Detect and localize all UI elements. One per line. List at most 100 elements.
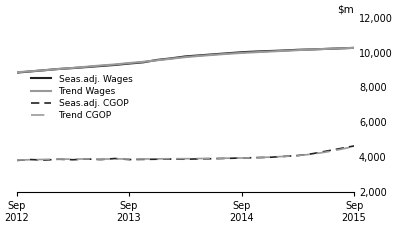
Seas.adj. CGOP: [155, 158, 160, 160]
Seas.adj. Wages: [239, 51, 244, 54]
Seas.adj. Wages: [324, 47, 328, 50]
Seas.adj. CGOP: [267, 156, 272, 159]
Trend Wages: [183, 56, 188, 59]
Seas.adj. Wages: [197, 54, 202, 57]
Seas.adj. Wages: [28, 70, 33, 73]
Trend CGOP: [155, 158, 160, 160]
Seas.adj. CGOP: [211, 157, 216, 160]
Trend Wages: [42, 69, 47, 72]
Seas.adj. Wages: [253, 50, 258, 53]
Seas.adj. CGOP: [183, 158, 188, 160]
Seas.adj. Wages: [267, 50, 272, 52]
Seas.adj. Wages: [85, 66, 89, 68]
Seas.adj. CGOP: [225, 157, 230, 160]
Trend Wages: [281, 49, 286, 52]
Trend Wages: [267, 50, 272, 53]
Trend CGOP: [253, 156, 258, 159]
Trend CGOP: [98, 158, 103, 160]
Trend Wages: [141, 60, 146, 63]
Trend Wages: [169, 57, 173, 60]
Seas.adj. Wages: [281, 49, 286, 52]
Seas.adj. Wages: [70, 67, 75, 69]
Trend Wages: [113, 63, 118, 66]
Trend Wages: [98, 64, 103, 67]
Trend Wages: [239, 52, 244, 54]
Seas.adj. CGOP: [85, 158, 89, 160]
Seas.adj. CGOP: [253, 156, 258, 159]
Seas.adj. CGOP: [70, 158, 75, 161]
Seas.adj. Wages: [310, 48, 314, 51]
Seas.adj. Wages: [127, 62, 131, 65]
Trend CGOP: [295, 154, 300, 157]
Trend Wages: [211, 54, 216, 56]
Seas.adj. Wages: [211, 53, 216, 56]
Legend: Seas.adj. Wages, Trend Wages, Seas.adj. CGOP, Trend CGOP: Seas.adj. Wages, Trend Wages, Seas.adj. …: [28, 71, 136, 124]
Trend CGOP: [338, 148, 343, 151]
Trend CGOP: [169, 157, 173, 160]
Trend CGOP: [225, 157, 230, 160]
Seas.adj. Wages: [141, 61, 146, 64]
Trend Wages: [155, 59, 160, 62]
Trend Wages: [197, 54, 202, 57]
Seas.adj. Wages: [42, 69, 47, 72]
Trend Wages: [127, 62, 131, 64]
Trend Wages: [28, 70, 33, 73]
Seas.adj. CGOP: [42, 159, 47, 161]
Seas.adj. CGOP: [197, 158, 202, 160]
Seas.adj. CGOP: [141, 158, 146, 161]
Line: Seas.adj. CGOP: Seas.adj. CGOP: [17, 146, 354, 160]
Trend Wages: [324, 47, 328, 50]
Trend Wages: [225, 52, 230, 55]
Trend Wages: [70, 67, 75, 69]
Line: Seas.adj. Wages: Seas.adj. Wages: [17, 48, 354, 73]
Seas.adj. Wages: [338, 47, 343, 50]
Trend CGOP: [127, 158, 131, 160]
Seas.adj. CGOP: [310, 153, 314, 155]
Line: Trend CGOP: Trend CGOP: [17, 146, 354, 160]
Trend CGOP: [70, 158, 75, 160]
Trend CGOP: [141, 158, 146, 160]
Trend CGOP: [281, 155, 286, 158]
Trend CGOP: [56, 158, 61, 160]
Trend CGOP: [183, 157, 188, 160]
Trend CGOP: [352, 145, 357, 148]
Seas.adj. CGOP: [14, 159, 19, 162]
Seas.adj. CGOP: [56, 158, 61, 160]
Trend Wages: [310, 48, 314, 51]
Trend CGOP: [85, 158, 89, 160]
Text: $m: $m: [337, 4, 354, 14]
Trend Wages: [338, 47, 343, 50]
Trend CGOP: [113, 158, 118, 160]
Seas.adj. CGOP: [281, 155, 286, 158]
Trend Wages: [56, 68, 61, 70]
Seas.adj. Wages: [98, 65, 103, 67]
Seas.adj. CGOP: [98, 158, 103, 161]
Seas.adj. CGOP: [127, 158, 131, 161]
Seas.adj. CGOP: [295, 154, 300, 157]
Trend CGOP: [14, 159, 19, 161]
Trend Wages: [85, 65, 89, 68]
Seas.adj. Wages: [56, 68, 61, 70]
Trend CGOP: [267, 156, 272, 158]
Trend CGOP: [324, 151, 328, 153]
Trend Wages: [295, 49, 300, 52]
Seas.adj. CGOP: [338, 147, 343, 150]
Seas.adj. CGOP: [352, 145, 357, 147]
Seas.adj. CGOP: [324, 150, 328, 153]
Seas.adj. Wages: [169, 57, 173, 60]
Trend CGOP: [197, 157, 202, 160]
Seas.adj. CGOP: [239, 157, 244, 159]
Seas.adj. CGOP: [28, 158, 33, 161]
Seas.adj. CGOP: [113, 157, 118, 160]
Trend CGOP: [239, 157, 244, 159]
Line: Trend Wages: Trend Wages: [17, 48, 354, 72]
Trend CGOP: [42, 158, 47, 161]
Trend CGOP: [28, 158, 33, 161]
Seas.adj. Wages: [352, 47, 357, 49]
Seas.adj. Wages: [155, 59, 160, 61]
Trend Wages: [352, 47, 357, 49]
Seas.adj. Wages: [183, 55, 188, 58]
Seas.adj. CGOP: [169, 158, 173, 160]
Seas.adj. Wages: [14, 71, 19, 74]
Trend Wages: [253, 51, 258, 54]
